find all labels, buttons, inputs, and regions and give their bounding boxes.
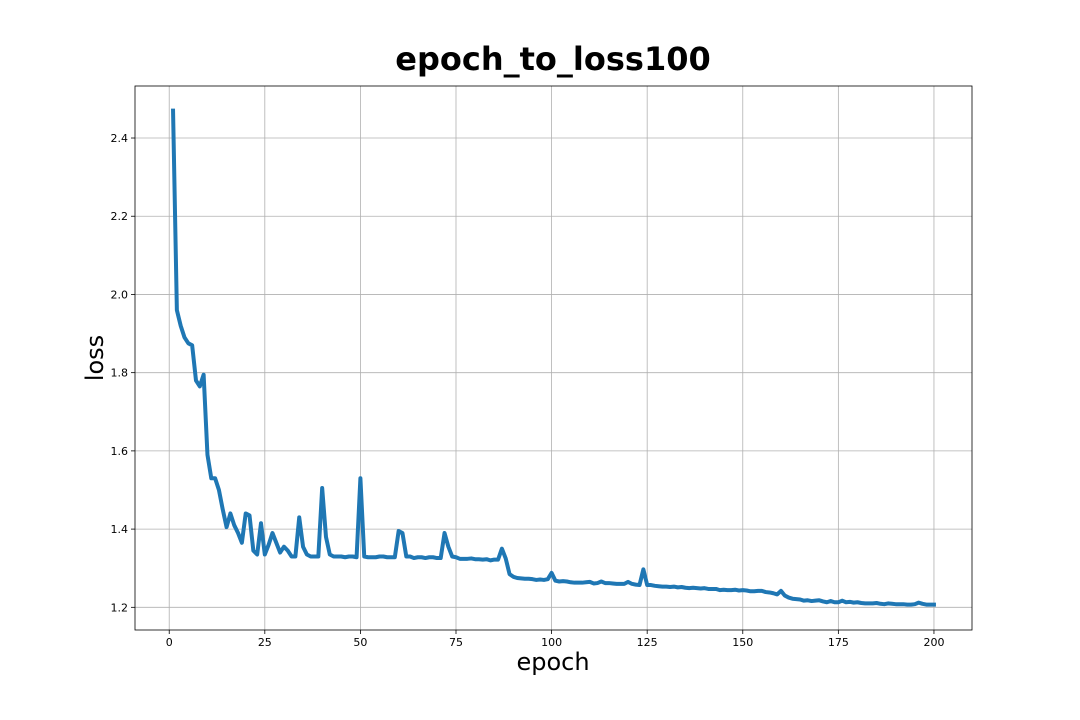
loss-line [171, 108, 936, 607]
y-tick-label: 2.4 [111, 132, 129, 145]
x-tick-label: 125 [637, 636, 658, 649]
x-tick-label: 150 [732, 636, 753, 649]
chart-title: epoch_to_loss100 [395, 40, 710, 78]
x-tick-label: 50 [353, 636, 367, 649]
y-tick-label: 1.6 [111, 445, 129, 458]
x-tick-label: 75 [449, 636, 463, 649]
x-tick-label: 25 [258, 636, 272, 649]
x-tick-label: 175 [828, 636, 849, 649]
x-axis-label: epoch [516, 648, 589, 676]
y-tick-label: 2.2 [111, 210, 129, 223]
y-tick-label: 1.4 [111, 523, 129, 536]
y-axis-label: loss [81, 335, 109, 381]
x-tick-label: 200 [923, 636, 944, 649]
y-tick-label: 1.8 [111, 367, 129, 380]
y-tick-label: 1.2 [111, 601, 129, 614]
y-tick-label: 2.0 [111, 288, 129, 301]
plot-frame [134, 85, 973, 631]
x-tick-label: 100 [541, 636, 562, 649]
x-tick-label: 0 [166, 636, 173, 649]
